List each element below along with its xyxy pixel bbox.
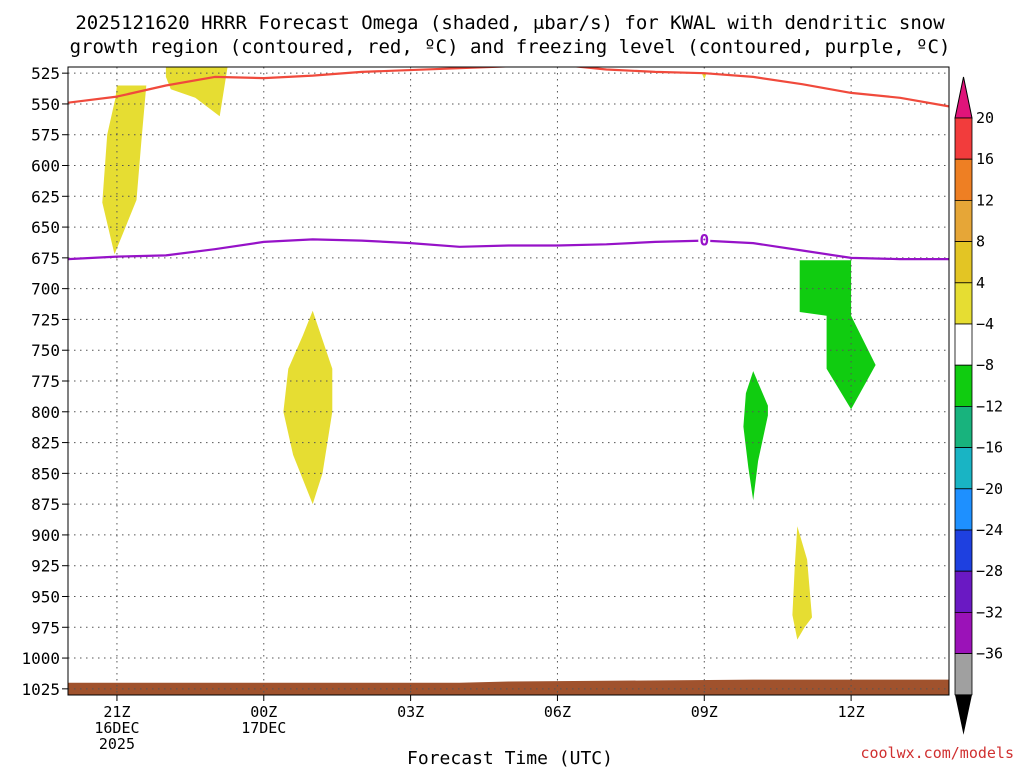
colorbar-swatch-4 — [954, 282, 973, 325]
grid — [68, 67, 949, 695]
contour-freezing-level — [68, 238, 949, 261]
omega-region-6 — [799, 260, 876, 410]
x-tick-label-00Z: 00Z — [250, 703, 277, 721]
colorbar-label-0: 20 — [976, 109, 994, 127]
colorbar-label-9: −20 — [976, 480, 1003, 498]
x-tick-label-2025: 2025 — [99, 735, 135, 753]
y-tick-label-750: 750 — [31, 341, 60, 360]
y-tick-label-525: 525 — [31, 64, 60, 83]
colorbar-label-1: 16 — [976, 150, 994, 168]
terrain — [68, 679, 949, 695]
y-tick-label-650: 650 — [31, 218, 60, 237]
colorbar-swatch-0 — [954, 117, 973, 160]
contour-dendritic-snow-growth-region — [68, 67, 949, 108]
y-tick-label-950: 950 — [31, 587, 60, 606]
y-tick-label-625: 625 — [31, 187, 60, 206]
colorbar-label-3: 8 — [976, 233, 985, 251]
omega-shading — [102, 67, 876, 640]
title-line-2: growth region (contoured, red, ºC) and f… — [70, 36, 951, 58]
y-axis: 525 550 575 600 625 650 675 700 725 750 775 800 825 8… — [21, 64, 68, 699]
colorbar-label-12: −32 — [976, 603, 1003, 621]
y-tick-label-925: 925 — [31, 557, 60, 576]
x-tick-label-12Z: 12Z — [838, 703, 865, 721]
contour-label-bg — [698, 232, 711, 249]
colorbar-label-5: −4 — [976, 315, 994, 333]
colorbar-swatch-7 — [954, 405, 973, 448]
contours: 0 — [68, 67, 949, 261]
colorbar-label-2: 12 — [976, 191, 994, 209]
x-tick-label-03Z: 03Z — [397, 703, 424, 721]
credit-text: coolwx.com/models — [860, 744, 1014, 762]
terrain-fill — [68, 679, 949, 695]
colorbar: 20 16 12 8 4 −4 −8 −12 −16 −20 −24 −28 −32 −36 — [954, 76, 1003, 735]
y-tick-label-675: 675 — [31, 249, 60, 268]
y-tick-label-875: 875 — [31, 495, 60, 514]
x-tick-label-09Z: 09Z — [691, 703, 718, 721]
colorbar-over-triangle — [954, 76, 973, 119]
chart-title: 2025121620 HRRR Forecast Omega (shaded, … — [70, 12, 951, 58]
x-tick-label-16DEC: 16DEC — [94, 719, 139, 737]
colorbar-swatch-11 — [954, 570, 973, 613]
colorbar-swatch-5 — [954, 323, 973, 366]
y-tick-label-600: 600 — [31, 157, 60, 176]
title-line-1: 2025121620 HRRR Forecast Omega (shaded, … — [75, 12, 945, 34]
omega-region-4 — [792, 526, 812, 640]
omega-region-5 — [743, 371, 768, 501]
y-tick-label-975: 975 — [31, 618, 60, 637]
y-tick-label-775: 775 — [31, 372, 60, 391]
y-tick-label-825: 825 — [31, 434, 60, 453]
colorbar-swatch-3 — [954, 241, 973, 284]
x-tick-label-17DEC: 17DEC — [241, 719, 286, 737]
x-axis-label: Forecast Time (UTC) — [407, 748, 613, 768]
colorbar-swatch-8 — [954, 447, 973, 490]
y-tick-label-700: 700 — [31, 280, 60, 299]
colorbar-swatch-10 — [954, 529, 973, 572]
colorbar-swatch-9 — [954, 488, 973, 531]
colorbar-swatch-1 — [954, 158, 973, 201]
y-tick-label-900: 900 — [31, 526, 60, 545]
colorbar-swatch-6 — [954, 364, 973, 407]
freezing-level-label: 0 — [699, 231, 709, 250]
omega-region-0 — [102, 85, 147, 255]
x-tick-label-21Z: 21Z — [103, 703, 130, 721]
colorbar-under-triangle — [955, 694, 972, 735]
y-tick-label-1025: 1025 — [21, 680, 60, 699]
y-tick-label-725: 725 — [31, 310, 60, 329]
colorbar-label-11: −28 — [976, 562, 1003, 580]
y-tick-label-550: 550 — [31, 95, 60, 114]
colorbar-label-8: −16 — [976, 439, 1003, 457]
colorbar-label-13: −36 — [976, 645, 1003, 663]
colorbar-label-10: −24 — [976, 521, 1003, 539]
y-tick-label-850: 850 — [31, 464, 60, 483]
y-tick-label-1000: 1000 — [21, 649, 60, 668]
colorbar-swatch-12 — [954, 612, 973, 655]
colorbar-swatch-2 — [954, 199, 973, 242]
colorbar-label-4: 4 — [976, 274, 985, 292]
colorbar-label-7: −12 — [976, 397, 1003, 415]
y-tick-label-800: 800 — [31, 403, 60, 422]
colorbar-label-6: −8 — [976, 356, 994, 374]
colorbar-swatch-13 — [954, 653, 973, 696]
omega-region-1 — [165, 67, 228, 117]
y-tick-label-575: 575 — [31, 126, 60, 145]
omega-region-2 — [283, 310, 333, 505]
x-tick-label-06Z: 06Z — [544, 703, 571, 721]
plot-area: 0 — [67, 66, 950, 696]
omega-region-3 — [701, 73, 707, 80]
